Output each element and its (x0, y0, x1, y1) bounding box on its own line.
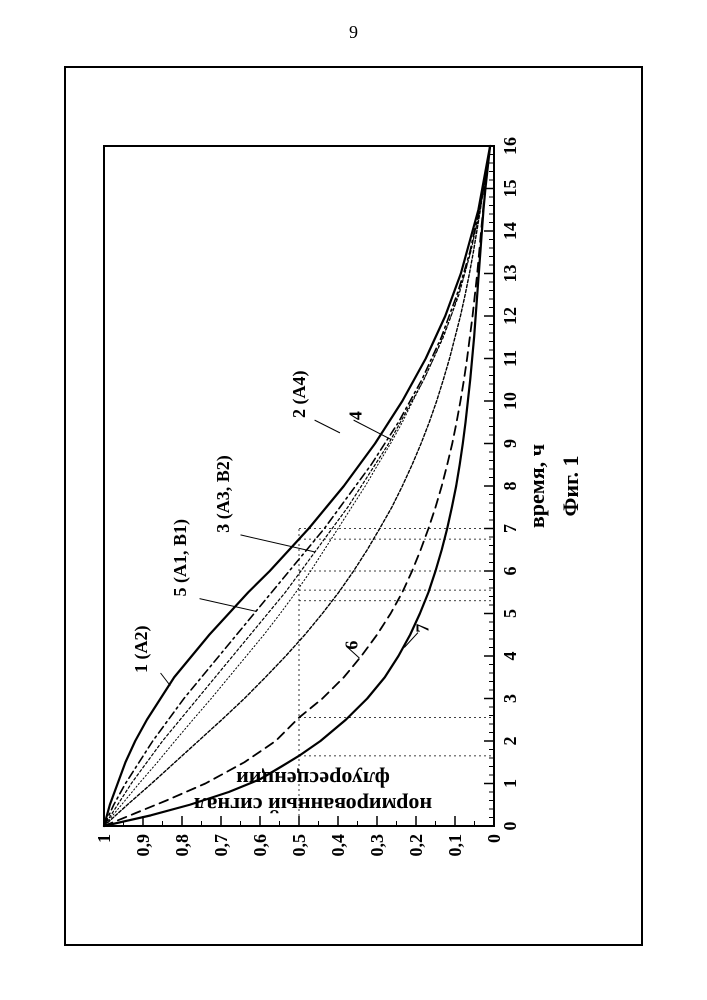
svg-text:0,8: 0,8 (172, 834, 192, 857)
svg-text:5: 5 (500, 609, 520, 618)
series-label-7: 7 (412, 624, 432, 633)
svg-text:0,1: 0,1 (445, 834, 465, 857)
svg-text:3: 3 (500, 694, 520, 703)
series-2 (104, 146, 490, 826)
svg-text:4: 4 (500, 652, 520, 661)
series-5 (104, 146, 490, 826)
svg-text:10: 10 (500, 392, 520, 410)
y-axis-label-line2: флуоресценции (236, 767, 390, 792)
series-6 (104, 146, 490, 826)
series-1 (104, 146, 490, 826)
svg-text:0,4: 0,4 (328, 834, 348, 857)
svg-text:7: 7 (500, 524, 520, 533)
series-label-1: 1 (A2) (131, 626, 152, 674)
svg-text:9: 9 (500, 439, 520, 448)
series-label-6: 6 (342, 641, 362, 650)
svg-text:11: 11 (500, 350, 520, 367)
y-axis-label: нормированный сигнал флуоресценции (194, 766, 432, 818)
svg-text:0,9: 0,9 (133, 834, 153, 857)
svg-text:14: 14 (500, 222, 520, 240)
x-axis-label: время, ч (524, 426, 550, 546)
y-axis-label-line1: нормированный сигнал (194, 793, 432, 818)
svg-text:0,5: 0,5 (289, 834, 309, 857)
series-3 (104, 146, 490, 826)
svg-text:1: 1 (500, 779, 520, 788)
svg-text:0: 0 (500, 822, 520, 831)
rotated-figure-container: 01234567891011121314151600,10,20,30,40,5… (64, 66, 643, 946)
series-label-4: 4 (345, 411, 365, 420)
svg-text:16: 16 (500, 137, 520, 155)
svg-text:8: 8 (500, 482, 520, 491)
svg-text:13: 13 (500, 265, 520, 283)
svg-text:15: 15 (500, 180, 520, 198)
figure-caption: Фиг. 1 (558, 436, 584, 536)
svg-text:2: 2 (500, 737, 520, 746)
series-label-5: 5 (A1, B1) (170, 519, 191, 597)
series-label-3: 3 (A3, B2) (213, 455, 234, 533)
series-7 (104, 146, 490, 826)
svg-text:1: 1 (94, 834, 114, 843)
svg-text:0: 0 (484, 834, 504, 843)
page-number: 9 (0, 22, 707, 43)
svg-text:12: 12 (500, 307, 520, 325)
svg-text:0,6: 0,6 (250, 834, 270, 857)
svg-text:6: 6 (500, 567, 520, 576)
series-4 (104, 146, 490, 826)
series-label-2: 2 (A4) (289, 371, 310, 419)
svg-text:0,2: 0,2 (406, 834, 426, 857)
svg-text:0,3: 0,3 (367, 834, 387, 857)
svg-text:0,7: 0,7 (211, 834, 231, 857)
